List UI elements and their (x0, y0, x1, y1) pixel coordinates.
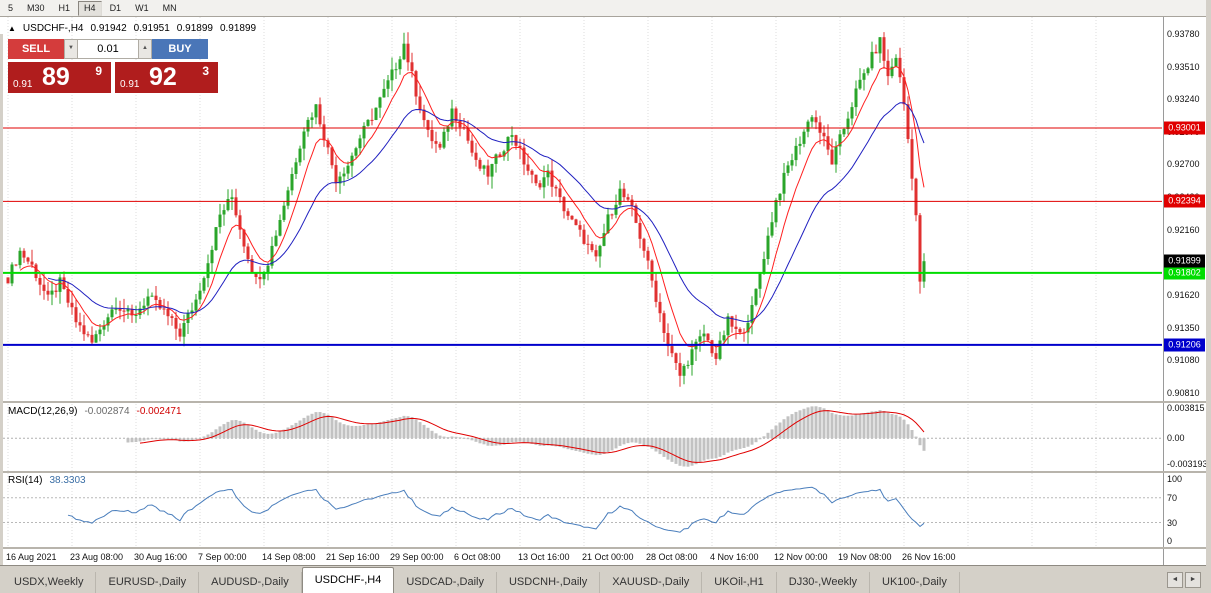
symbol-period-label: USDCHF-,H4 (22, 23, 84, 34)
rsi-tick: 0 (1167, 536, 1173, 547)
timeframe-button-w1[interactable]: W1 (135, 2, 149, 13)
ohlc-open: 0.91942 (90, 23, 127, 34)
price-level-badge: 0.91899 (1164, 254, 1205, 268)
macd-tick: 0.00 (1167, 433, 1185, 444)
time-tick: 23 Aug 08:00 (70, 552, 124, 562)
timeframe-button-m30[interactable]: M30 (27, 2, 45, 13)
price-tick: 0.93780 (1167, 28, 1200, 39)
price-tick: 0.93240 (1167, 94, 1200, 105)
ohlc-high: 0.91951 (133, 23, 170, 34)
macd-name: MACD(12,26,9) (8, 406, 78, 417)
lot-size-input[interactable] (78, 39, 138, 59)
panel-divider[interactable] (0, 547, 1211, 549)
price-tick: 0.93510 (1167, 61, 1200, 72)
buy-price-display[interactable]: 0.91 92 3 (115, 62, 218, 93)
price-scale-separator (1163, 17, 1164, 565)
ohlc-close: 0.91899 (219, 23, 257, 34)
sell-price-pip: 9 (95, 64, 102, 78)
chart-tab-usdcad-daily[interactable]: USDCAD-,Daily (394, 572, 497, 593)
rsi-tick: 30 (1167, 517, 1178, 528)
chart-tab-audusd-daily[interactable]: AUDUSD-,Daily (199, 572, 302, 593)
price-tick: 0.91350 (1167, 322, 1200, 333)
rsi-tick: 70 (1167, 492, 1178, 503)
timeframe-button-mn[interactable]: MN (162, 2, 177, 13)
price-tick: 0.90810 (1167, 387, 1200, 398)
buy-button[interactable]: BUY (152, 39, 208, 59)
lot-decrease-button[interactable]: ▼ (64, 39, 78, 59)
rsi-tick: 100 (1167, 474, 1183, 485)
chart-header: ▲ USDCHF-,H4 0.91942 0.91951 0.91899 0.9… (8, 23, 256, 34)
rsi-indicator-label: RSI(14) 38.3303 (8, 475, 86, 486)
timeframe-button-h4[interactable]: H4 (78, 0, 102, 16)
time-tick: 21 Sep 16:00 (326, 552, 380, 562)
chart-tab-usdchf-h4[interactable]: USDCHF-,H4 (301, 567, 395, 593)
sell-price-big: 89 (42, 63, 70, 91)
chart-tab-eurusd-daily[interactable]: EURUSD-,Daily (96, 572, 200, 593)
chart-tab-bar: USDX,Weekly EURUSD-,Daily AUDUSD-,Daily USD… (0, 565, 1211, 593)
sell-price-display[interactable]: 0.91 89 9 (8, 62, 111, 93)
timeframe-toolbar: 5 M30 H1 H4 D1 W1 MN (0, 0, 1211, 17)
chart-tab-usdx-weekly[interactable]: USDX,Weekly (2, 572, 97, 593)
ohlc-low: 0.91899 (176, 23, 213, 34)
time-tick: 16 Aug 2021 (6, 552, 57, 562)
time-tick: 29 Sep 00:00 (390, 552, 444, 562)
time-tick: 21 Oct 00:00 (582, 552, 634, 562)
timeframe-button-5[interactable]: 5 (8, 2, 14, 13)
window-left-edge (0, 34, 3, 582)
macd-indicator-label: MACD(12,26,9) -0.002874 -0.002471 (8, 406, 182, 417)
price-tick: 0.91080 (1167, 355, 1200, 366)
price-level-badge: 0.91206 (1164, 338, 1205, 352)
macd-value: -0.002874 (84, 406, 130, 417)
time-tick: 7 Sep 00:00 (198, 552, 247, 562)
chart-tab-ukoil-h1[interactable]: UKOil-,H1 (702, 572, 777, 593)
buy-price-pip: 3 (202, 64, 209, 78)
sell-price-prefix: 0.91 (13, 79, 33, 90)
time-tick: 14 Sep 08:00 (262, 552, 316, 562)
chart-tab-uk100-daily[interactable]: UK100-,Daily (870, 572, 960, 593)
panel-divider[interactable] (0, 471, 1211, 473)
time-tick: 30 Aug 16:00 (134, 552, 188, 562)
macd-signal-value: -0.002471 (136, 406, 182, 417)
chart-tab-dj30-weekly[interactable]: DJ30-,Weekly (777, 572, 871, 593)
macd-tick: -0.003193 (1167, 458, 1208, 469)
collapse-panel-icon[interactable]: ▲ (8, 23, 16, 33)
time-tick: 4 Nov 16:00 (710, 552, 759, 562)
price-scale: 0.937800.935100.932400.929700.927000.924… (1164, 17, 1208, 565)
buy-price-prefix: 0.91 (120, 79, 140, 90)
buy-price-big: 92 (149, 63, 177, 91)
lot-increase-button[interactable]: ▲ (138, 39, 152, 59)
timeframe-button-d1[interactable]: D1 (109, 2, 122, 13)
time-tick: 28 Oct 08:00 (646, 552, 698, 562)
price-tick: 0.92160 (1167, 224, 1200, 235)
time-axis: 16 Aug 2021 23 Aug 08:00 30 Aug 16:00 7 Sep… (0, 549, 1163, 565)
time-tick: 19 Nov 08:00 (838, 552, 892, 562)
window-right-edge (1206, 0, 1211, 593)
tabs-scroll-left-button[interactable]: ◄ (1167, 572, 1183, 588)
price-chart-canvas[interactable] (0, 17, 1163, 549)
chart-tab-xauusd-daily[interactable]: XAUUSD-,Daily (600, 572, 703, 593)
panel-divider[interactable] (0, 401, 1211, 403)
price-tick: 0.91620 (1167, 289, 1200, 300)
price-level-badge: 0.92394 (1164, 194, 1205, 208)
one-click-trading-panel: SELL ▼ ▲ BUY 0.91 89 9 0.91 92 3 (8, 39, 222, 93)
rsi-value: 38.3303 (49, 475, 86, 486)
time-tick: 13 Oct 16:00 (518, 552, 570, 562)
time-tick: 6 Oct 08:00 (454, 552, 501, 562)
price-level-badge: 0.93001 (1164, 121, 1205, 135)
price-level-badge: 0.91802 (1164, 266, 1205, 280)
tabs-scroll-right-button[interactable]: ► (1185, 572, 1201, 588)
sell-button[interactable]: SELL (8, 39, 64, 59)
macd-tick: 0.003815 (1167, 402, 1205, 413)
rsi-name: RSI(14) (8, 475, 43, 486)
price-tick: 0.92700 (1167, 159, 1200, 170)
chart-tab-usdcnh-daily[interactable]: USDCNH-,Daily (497, 572, 601, 593)
chart-area[interactable]: 0.937800.935100.932400.929700.927000.924… (0, 17, 1211, 582)
time-tick: 12 Nov 00:00 (774, 552, 828, 562)
timeframe-button-h1[interactable]: H1 (58, 2, 71, 13)
time-tick: 26 Nov 16:00 (902, 552, 956, 562)
